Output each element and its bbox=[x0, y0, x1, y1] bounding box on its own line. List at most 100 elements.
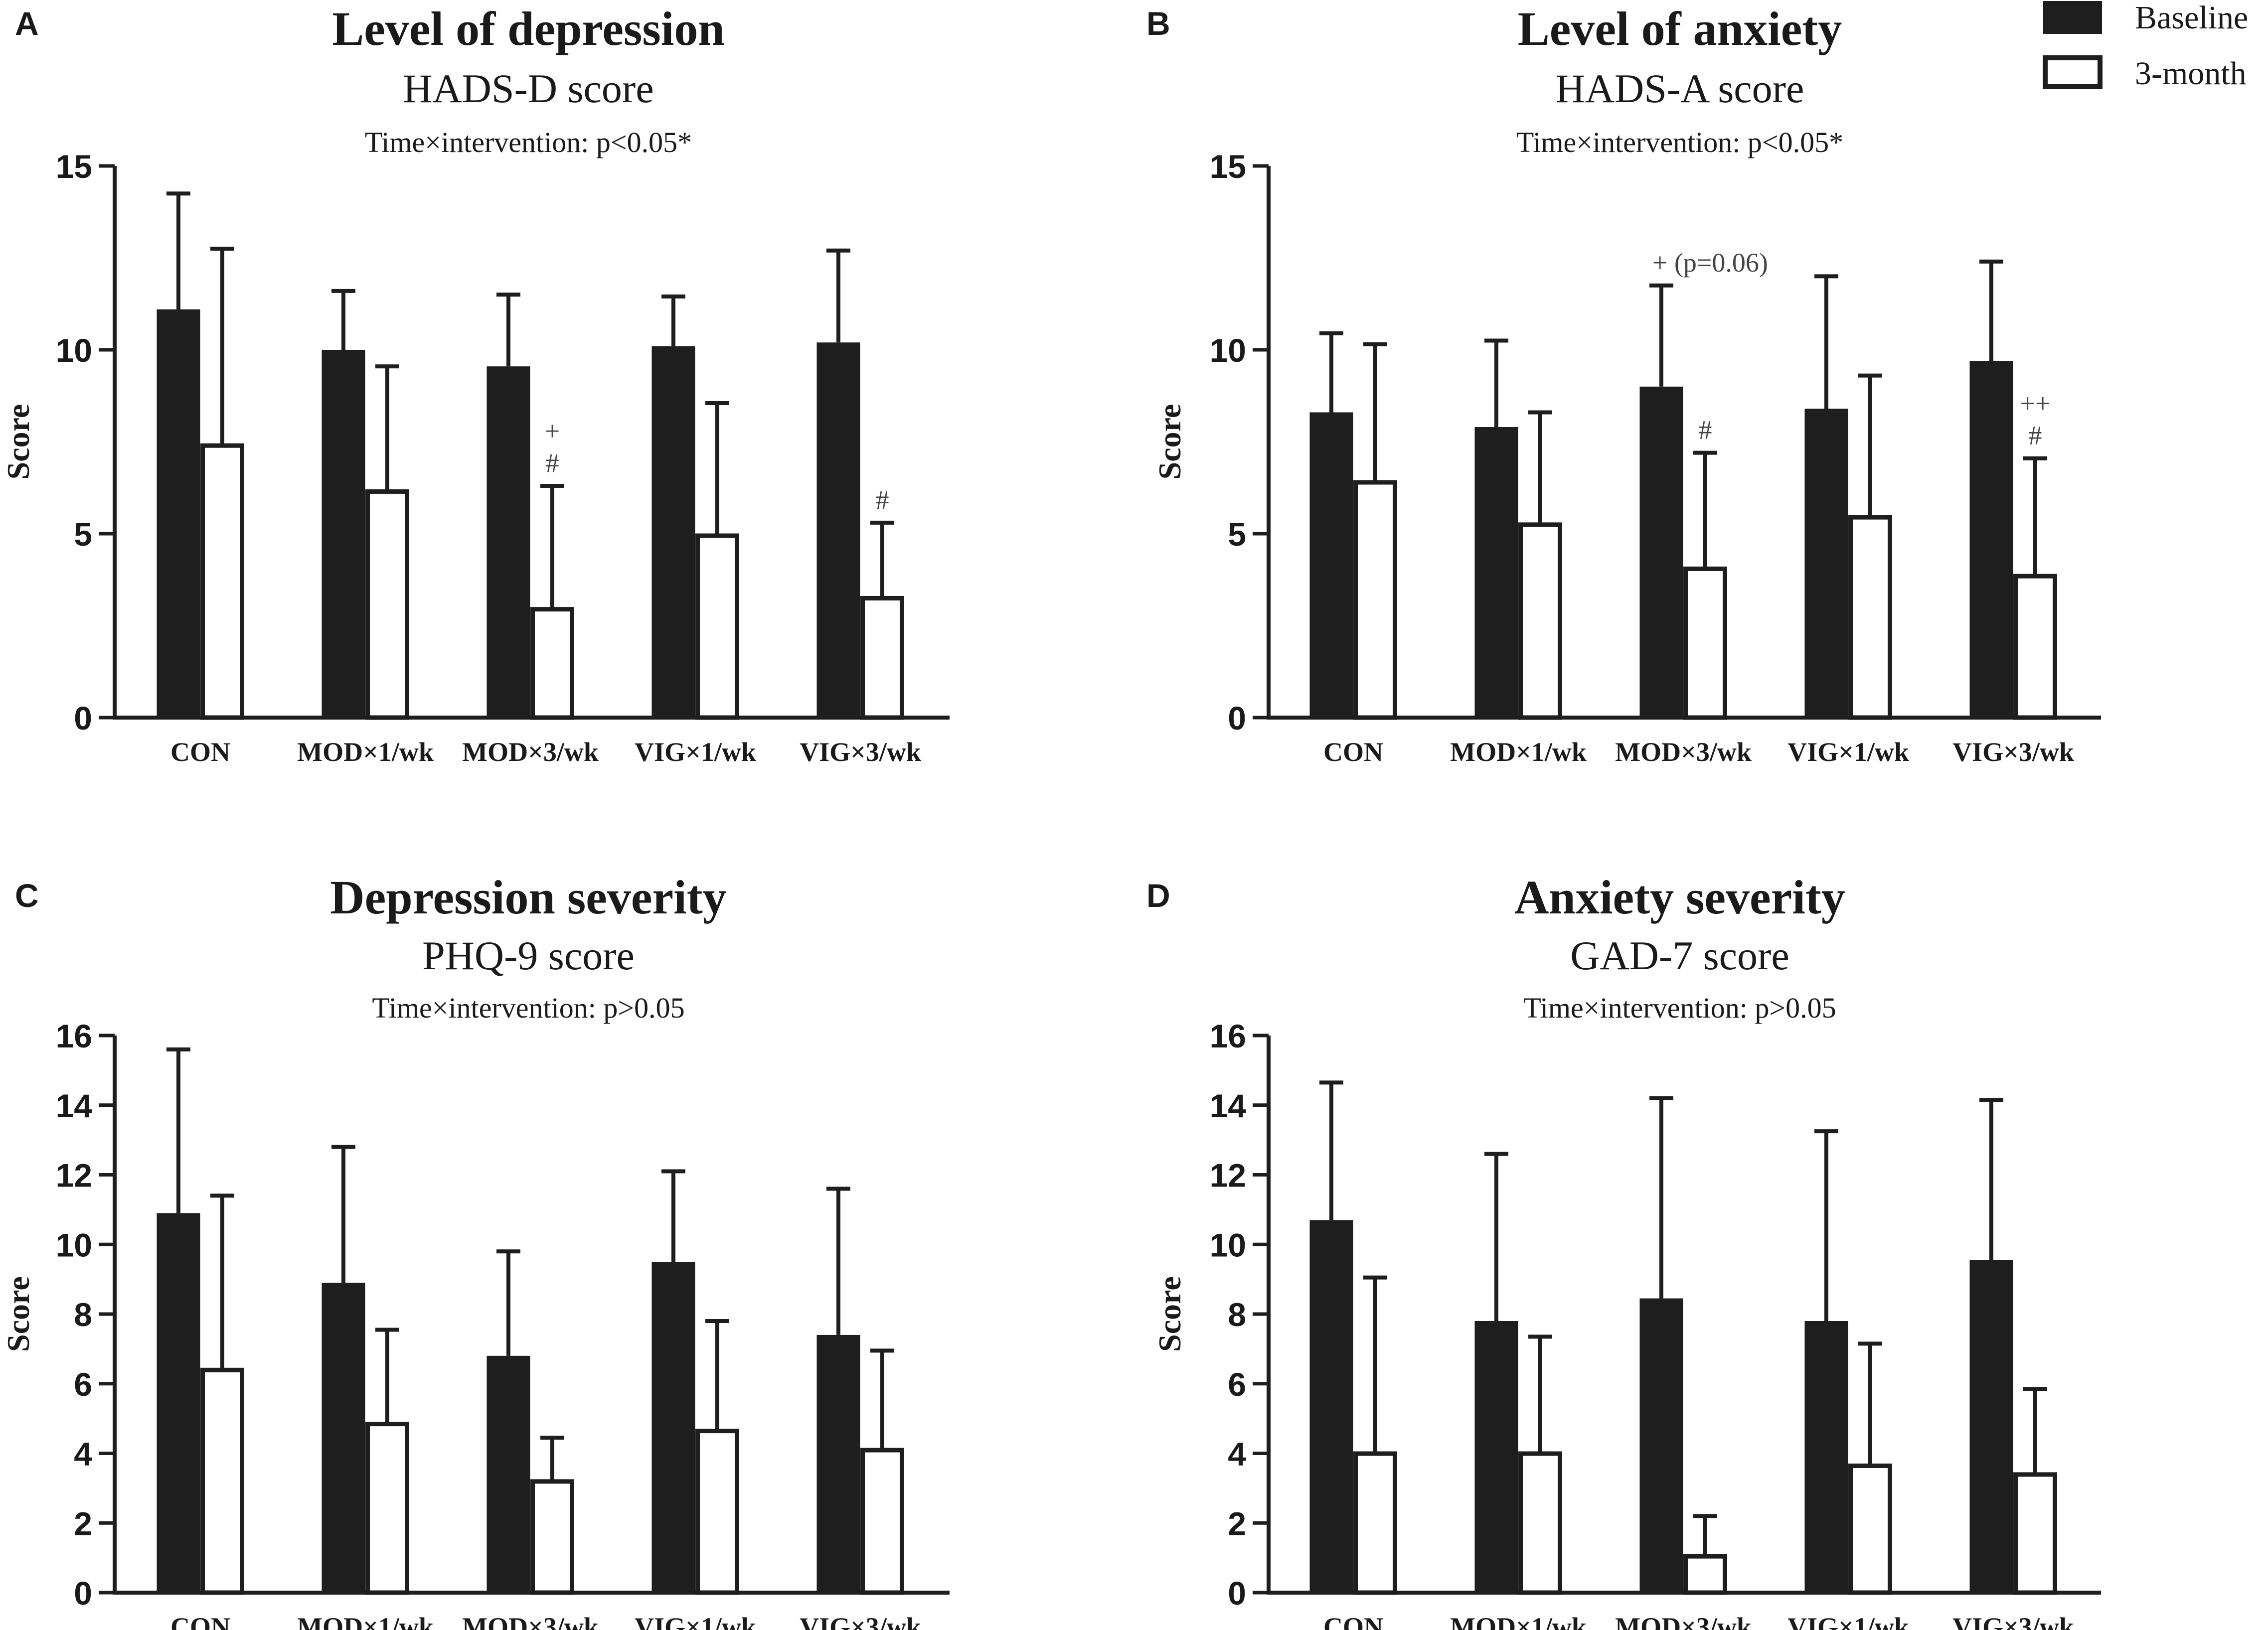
y-tick-label: 10 bbox=[1210, 332, 1246, 369]
bar-baseline bbox=[1639, 1298, 1683, 1593]
y-tick-label: 0 bbox=[74, 1575, 92, 1612]
bar-3-month bbox=[1518, 1451, 1562, 1595]
x-category-label: MOD×3/wk bbox=[1615, 737, 1752, 767]
bar-baseline bbox=[1474, 1321, 1518, 1593]
y-tick-label: 15 bbox=[1210, 148, 1246, 185]
bar-3-month bbox=[1353, 480, 1397, 720]
bar-3-month bbox=[695, 533, 739, 720]
x-category-label: VIG×1/wk bbox=[1787, 737, 1909, 767]
y-tick-label: 5 bbox=[74, 516, 92, 553]
significance-annotation: # bbox=[546, 448, 559, 478]
y-tick-label: 12 bbox=[1210, 1157, 1246, 1194]
bar-3-month bbox=[860, 1448, 904, 1595]
bar-baseline bbox=[1309, 412, 1353, 718]
y-axis-label: Score bbox=[1152, 404, 1187, 480]
chart-title: Anxiety severity bbox=[1514, 871, 1845, 924]
bar-baseline bbox=[157, 1213, 200, 1593]
y-tick-label: 0 bbox=[1228, 1575, 1246, 1612]
bar-3-month bbox=[365, 1422, 409, 1595]
x-category-label: CON bbox=[1323, 1612, 1383, 1630]
x-category-label: MOD×1/wk bbox=[297, 1612, 434, 1630]
y-tick-label: 4 bbox=[74, 1436, 92, 1473]
y-tick-label: 14 bbox=[1210, 1087, 1247, 1124]
y-tick-label: 6 bbox=[1228, 1366, 1246, 1403]
chart-subtitle: GAD-7 score bbox=[1570, 933, 1789, 978]
x-category-label: CON bbox=[1323, 737, 1383, 767]
x-category-label: MOD×3/wk bbox=[1615, 1612, 1752, 1630]
bar-baseline bbox=[486, 1355, 530, 1593]
x-category-label: VIG×3/wk bbox=[1952, 737, 2074, 767]
chart-title: Level of depression bbox=[332, 2, 725, 55]
significance-annotation: + bbox=[545, 416, 560, 446]
panel-letter: A bbox=[15, 5, 39, 42]
significance-annotation: # bbox=[1699, 415, 1712, 445]
bar-baseline bbox=[1969, 1260, 2013, 1593]
chart-subtitle: PHQ-9 score bbox=[422, 933, 635, 978]
bar-3-month bbox=[200, 443, 244, 720]
x-category-label: CON bbox=[170, 1612, 230, 1630]
y-tick-label: 2 bbox=[74, 1505, 92, 1542]
x-category-label: VIG×1/wk bbox=[635, 737, 756, 767]
bar-3-month bbox=[2013, 574, 2057, 720]
bar-3-month bbox=[2013, 1472, 2057, 1595]
y-tick-label: 5 bbox=[1228, 516, 1246, 553]
stat-note: Time×intervention: p>0.05 bbox=[1523, 992, 1836, 1024]
x-category-label: VIG×1/wk bbox=[635, 1612, 756, 1630]
y-tick-label: 6 bbox=[74, 1366, 92, 1403]
panel-B: B Level of anxiety HADS-A score Time×interv… bbox=[1146, 2, 2101, 767]
x-category-label: CON bbox=[170, 737, 230, 767]
panel-letter: B bbox=[1146, 5, 1170, 42]
y-axis-label: Score bbox=[1152, 1276, 1187, 1352]
chart-subtitle: HADS-A score bbox=[1556, 66, 1804, 111]
bar-baseline bbox=[486, 366, 530, 718]
legend-swatch-baseline bbox=[2043, 1, 2102, 34]
y-tick-label: 10 bbox=[56, 1226, 92, 1263]
bar-3-month bbox=[530, 1479, 574, 1595]
chart-title: Level of anxiety bbox=[1518, 2, 1842, 55]
bar-3-month bbox=[860, 595, 904, 720]
bar-baseline bbox=[157, 309, 200, 718]
bar-baseline bbox=[1639, 386, 1683, 718]
x-category-label: MOD×1/wk bbox=[297, 737, 434, 767]
bar-baseline bbox=[322, 1283, 365, 1593]
bar-baseline bbox=[1804, 409, 1848, 718]
y-tick-label: 16 bbox=[1210, 1018, 1246, 1054]
x-category-label: VIG×3/wk bbox=[1952, 1612, 2074, 1630]
legend-label-baseline: Baseline bbox=[2135, 0, 2248, 36]
x-category-label: MOD×3/wk bbox=[462, 737, 599, 767]
legend-label-3month: 3-month bbox=[2135, 55, 2247, 92]
y-tick-label: 10 bbox=[56, 332, 92, 369]
y-axis-label: Score bbox=[0, 404, 36, 480]
bar-baseline bbox=[651, 346, 695, 718]
panel-A: A Level of depression HADS-D score Time×int… bbox=[0, 2, 950, 767]
stat-note: Time×intervention: p<0.05* bbox=[1516, 126, 1843, 158]
x-category-label: MOD×3/wk bbox=[462, 1612, 599, 1630]
legend-swatch-3month bbox=[2043, 55, 2103, 89]
y-tick-label: 15 bbox=[56, 148, 92, 185]
bar-baseline bbox=[1969, 361, 2013, 718]
y-tick-label: 12 bbox=[56, 1157, 92, 1194]
stat-note: Time×intervention: p>0.05 bbox=[372, 992, 684, 1024]
significance-annotation: ++ bbox=[2020, 389, 2051, 419]
y-axis-label: Score bbox=[0, 1276, 36, 1352]
bar-baseline bbox=[1804, 1321, 1848, 1593]
panel-letter: D bbox=[1146, 877, 1170, 914]
bar-3-month bbox=[1683, 566, 1727, 720]
legend: Baseline 3-month bbox=[2043, 0, 2248, 92]
bar-3-month bbox=[1848, 515, 1892, 720]
y-tick-label: 0 bbox=[74, 700, 92, 737]
y-tick-label: 4 bbox=[1228, 1436, 1246, 1473]
bar-baseline bbox=[816, 342, 860, 718]
y-tick-label: 2 bbox=[1228, 1505, 1246, 1542]
significance-annotation: + (p=0.06) bbox=[1652, 248, 1768, 278]
y-tick-label: 8 bbox=[1228, 1296, 1246, 1333]
bar-3-month bbox=[530, 607, 574, 720]
significance-annotation: # bbox=[876, 485, 889, 515]
bar-baseline bbox=[1474, 427, 1518, 718]
bar-baseline bbox=[816, 1334, 860, 1593]
y-tick-label: 14 bbox=[56, 1087, 93, 1124]
bar-baseline bbox=[322, 350, 365, 718]
panel-letter: C bbox=[15, 877, 39, 914]
panel-C: C Depression severity PHQ-9 score Time×inte… bbox=[0, 871, 950, 1630]
